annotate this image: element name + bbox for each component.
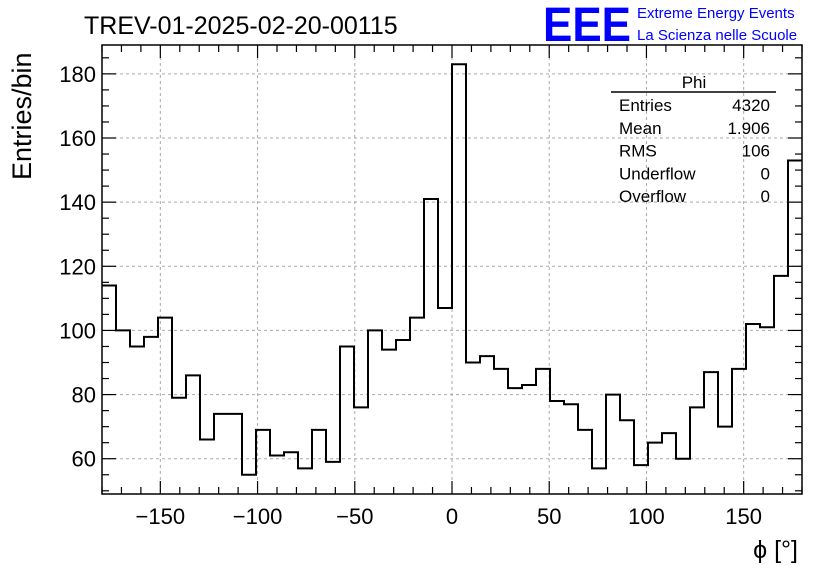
x-tick-label: 150: [725, 504, 762, 529]
stats-label: Entries: [619, 96, 672, 115]
histogram-outline: [102, 63, 802, 476]
stats-value: 1.906: [727, 119, 770, 138]
x-tick-label: −150: [136, 504, 186, 529]
y-axis-label: Entries/bin: [7, 52, 37, 180]
x-tick-label: 100: [628, 504, 665, 529]
axis-ticks: [101, 45, 803, 494]
x-axis-label: ϕ [°]: [753, 536, 798, 564]
y-tick-label: 120: [59, 254, 96, 279]
chart-title: TREV-01-2025-02-20-00115: [84, 12, 398, 40]
y-tick-label: 160: [59, 126, 96, 151]
y-tick-label: 60: [72, 447, 96, 472]
x-tick-label: 50: [537, 504, 561, 529]
stats-box-title: Phi: [682, 73, 707, 92]
x-tick-labels: −150 −100 −50 0 50 100 150: [136, 504, 762, 529]
stats-value: 4320: [732, 96, 770, 115]
y-tick-label: 80: [72, 383, 96, 408]
stats-value: 106: [742, 142, 770, 161]
y-tick-label: 100: [59, 318, 96, 343]
logo-line-2: La Scienza nelle Scuole: [637, 27, 797, 44]
eee-logo-mark: EEE: [543, 0, 631, 52]
x-tick-label: −50: [336, 504, 373, 529]
stats-label: Mean: [619, 119, 662, 138]
stats-box: Phi Entries 4320 Mean 1.906 RMS 106 Underflow 0…: [611, 73, 776, 206]
stats-value: 0: [761, 187, 770, 206]
stats-label: Overflow: [619, 187, 687, 206]
stats-label: Underflow: [619, 164, 696, 183]
stats-label: RMS: [619, 142, 657, 161]
y-tick-labels: 60 80 100 120 140 160 180: [59, 62, 96, 472]
y-tick-label: 180: [59, 62, 96, 87]
x-tick-label: −100: [233, 504, 283, 529]
x-tick-label: 0: [446, 504, 458, 529]
y-tick-label: 140: [59, 190, 96, 215]
logo-line-1: Extreme Energy Events: [637, 5, 795, 22]
stats-rows: Entries 4320 Mean 1.906 RMS 106 Underflow 0 Over…: [619, 96, 770, 206]
stats-value: 0: [761, 164, 770, 183]
